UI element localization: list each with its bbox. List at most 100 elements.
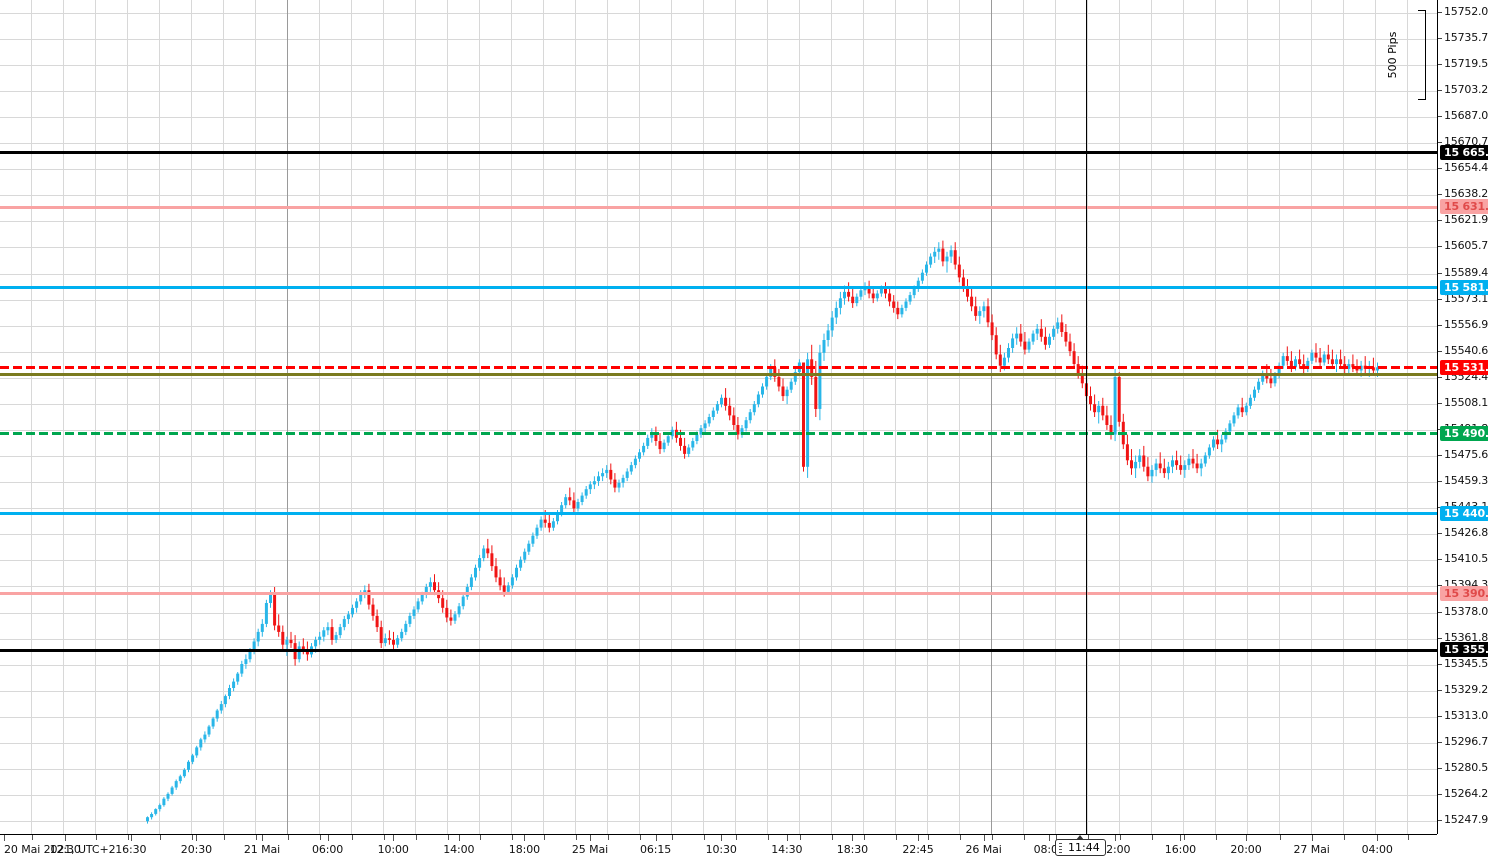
time-minor-tick — [1216, 835, 1217, 840]
time-minor-tick — [160, 835, 161, 840]
tick-mark — [1438, 324, 1442, 326]
tick-mark — [1438, 794, 1442, 796]
price-badge-resistance-pink-upper[interactable]: 15 631.00 — [1440, 199, 1488, 215]
candlestick-series — [146, 240, 1379, 824]
time-tick-label: 16:30 — [115, 843, 147, 856]
price-tick-label: 15638.22 — [1444, 187, 1488, 201]
time-tick-label: 27 Mai — [1293, 843, 1330, 856]
tick-mark — [1438, 142, 1442, 144]
time-minor-tick — [1056, 835, 1057, 840]
time-minor-tick — [1184, 835, 1185, 840]
price-tick-label: 15264.24 — [1444, 787, 1488, 801]
time-tick-mark — [196, 835, 197, 841]
chart-plot-area[interactable] — [0, 0, 1437, 834]
drag-grip-icon[interactable] — [1059, 843, 1062, 853]
time-tick-mark — [590, 835, 591, 841]
time-tick-label: 20:00 — [1230, 843, 1262, 856]
price-tick-label: 15410.58 — [1444, 552, 1488, 566]
tick-mark — [1438, 741, 1442, 743]
price-badge-level-cyan-lower[interactable]: 15 440.00 — [1440, 505, 1488, 521]
time-tick-label: 26 Mai — [965, 843, 1002, 856]
tick-mark — [1438, 246, 1442, 248]
time-tick-mark — [459, 835, 460, 841]
price-tick: 15378.06 — [1438, 604, 1488, 619]
price-badge-support-black-lower[interactable]: 15 355.00 — [1440, 642, 1488, 658]
time-tick-label: 14:00 — [443, 843, 475, 856]
time-tick-mark — [721, 835, 722, 841]
price-tick: 15735.78 — [1438, 30, 1488, 45]
time-tick-mark — [1246, 835, 1247, 841]
price-tick: 15345.54 — [1438, 657, 1488, 671]
time-axis[interactable]: 11:44 20 Mai 2021, UTC+2 12:30 16:30 20:30 2… — [0, 834, 1437, 863]
price-tick-label: 15313.02 — [1444, 708, 1488, 722]
price-tick: 15361.80 — [1438, 631, 1488, 645]
price-tick: 15589.44 — [1438, 266, 1488, 280]
time-minor-tick — [224, 835, 225, 840]
price-tick: 15654.48 — [1438, 161, 1488, 175]
tick-mark — [1438, 90, 1442, 91]
time-minor-tick — [704, 835, 705, 840]
time-minor-tick — [32, 835, 33, 840]
price-badge-level-cyan-upper[interactable]: 15 581.00 — [1440, 279, 1488, 295]
time-minor-tick — [960, 835, 961, 840]
price-tick: 15687.00 — [1438, 109, 1488, 123]
price-tick: 15703.26 — [1438, 83, 1488, 97]
time-minor-tick — [1120, 835, 1121, 840]
price-tick: 15719.52 — [1438, 57, 1488, 71]
time-minor-tick — [96, 835, 97, 840]
time-tick-mark — [1312, 835, 1313, 841]
time-minor-tick — [320, 835, 321, 840]
price-tick-label: 15280.50 — [1444, 761, 1488, 775]
time-tick-mark — [787, 835, 788, 841]
time-tick-mark — [65, 835, 66, 841]
tick-mark — [1438, 611, 1442, 613]
price-tick: 15605.70 — [1438, 239, 1488, 253]
crosshair-layer — [1086, 0, 1087, 834]
time-label-notch — [1076, 835, 1085, 840]
time-minor-tick — [1152, 835, 1153, 840]
price-tick: 15296.76 — [1438, 734, 1488, 749]
time-minor-tick — [672, 835, 673, 840]
time-minor-tick — [640, 835, 641, 840]
price-tick-label: 15296.76 — [1444, 734, 1488, 748]
price-tick-label: 15621.96 — [1444, 213, 1488, 227]
tick-mark — [1438, 194, 1442, 196]
price-tick: 15329.28 — [1438, 683, 1488, 697]
time-tick-label: 14:30 — [771, 843, 803, 856]
price-lines-layer[interactable] — [0, 0, 1437, 834]
price-badge-entry-red-dashed[interactable]: 15 531.00 — [1440, 359, 1488, 375]
price-tick-label: 15426.84 — [1444, 526, 1488, 540]
time-minor-tick — [352, 835, 353, 840]
time-minor-tick — [448, 835, 449, 840]
time-tick-label: 10:30 — [705, 843, 737, 856]
time-minor-tick — [1408, 835, 1409, 840]
price-tick: 15540.66 — [1438, 344, 1488, 358]
price-badge-target-green-dashed[interactable]: 15 490.00 — [1440, 425, 1488, 441]
time-tick-label: 18:00 — [508, 843, 540, 856]
time-minor-tick — [736, 835, 737, 840]
tick-mark — [1438, 37, 1442, 39]
price-tick: 15410.58 — [1438, 552, 1488, 566]
price-badge-resistance-black-upper[interactable]: 15 665.00 — [1440, 144, 1488, 160]
price-tick-label: 15735.78 — [1444, 30, 1488, 44]
price-tick: 15475.62 — [1438, 448, 1488, 462]
time-minor-tick — [768, 835, 769, 840]
price-tick: 15426.84 — [1438, 526, 1488, 540]
tick-mark — [1438, 481, 1442, 483]
tick-mark — [1438, 455, 1442, 457]
grid-layer — [0, 0, 1437, 834]
tick-mark — [1438, 298, 1442, 300]
tick-mark — [1438, 715, 1442, 717]
time-tick-mark — [1180, 835, 1181, 841]
tick-mark — [1438, 63, 1442, 65]
time-tick-label: 06:15 — [639, 843, 672, 856]
price-tick-label: 15378.06 — [1444, 604, 1488, 618]
price-tick: 15638.22 — [1438, 187, 1488, 201]
time-tick-label: 06:00 — [311, 843, 344, 856]
price-badge-support-pink-lower[interactable]: 15 390.00 — [1440, 585, 1488, 601]
tick-mark — [1438, 637, 1442, 639]
price-tick-label: 15508.14 — [1444, 395, 1488, 409]
crosshair-time-label[interactable]: 11:44 — [1055, 835, 1106, 856]
tick-mark — [1438, 116, 1442, 118]
price-axis[interactable]: 15752.04 15735.78 15719.52 15703.26 15687.00… — [1437, 0, 1488, 834]
